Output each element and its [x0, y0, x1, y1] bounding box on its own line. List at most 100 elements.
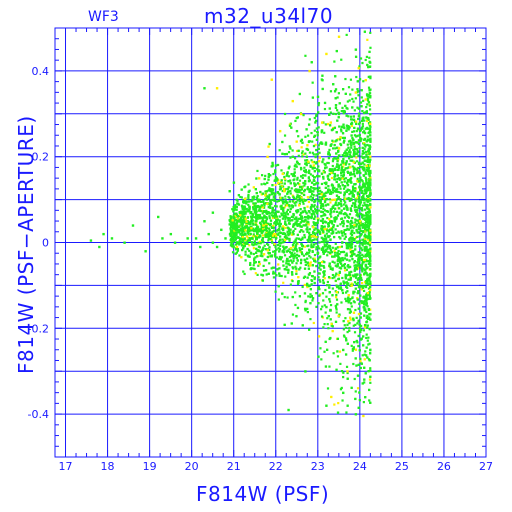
scatter-point — [268, 194, 271, 197]
scatter-point — [261, 212, 264, 215]
scatter-point — [255, 247, 258, 251]
scatter-point — [343, 324, 346, 327]
scatter-point — [243, 220, 246, 223]
scatter-point — [362, 131, 365, 134]
scatter-point — [368, 187, 372, 190]
scatter-point — [350, 204, 354, 207]
scatter-point — [349, 250, 352, 254]
scatter-point — [242, 216, 246, 220]
scatter-point — [366, 248, 370, 252]
scatter-point — [286, 230, 289, 233]
scatter-point — [362, 401, 365, 404]
scatter-point — [358, 284, 361, 287]
scatter-point — [336, 168, 339, 172]
scatter-point — [333, 207, 337, 210]
scatter-point — [344, 291, 348, 294]
scatter-point — [277, 210, 280, 213]
scatter-point — [360, 277, 363, 280]
scatter-point — [286, 226, 289, 229]
scatter-point — [241, 235, 244, 239]
scatter-point — [258, 229, 262, 233]
scatter-point — [335, 311, 338, 314]
scatter-point — [257, 245, 261, 248]
scatter-point — [330, 215, 333, 218]
scatter-point — [357, 258, 360, 262]
scatter-point — [233, 221, 236, 224]
scatter-point — [335, 231, 338, 235]
scatter-point — [318, 156, 321, 159]
scatter-point — [268, 228, 271, 231]
scatter-point — [261, 279, 264, 282]
scatter-point — [350, 246, 353, 249]
scatter-point — [294, 303, 297, 307]
scatter-point — [268, 246, 271, 249]
scatter-point — [323, 107, 327, 111]
scatter-point — [366, 126, 369, 130]
scatter-point — [304, 174, 307, 177]
scatter-point — [241, 224, 244, 228]
scatter-point — [267, 237, 270, 240]
scatter-point — [289, 147, 292, 150]
scatter-point — [259, 242, 262, 245]
scatter-point — [275, 179, 278, 182]
scatter-point — [340, 217, 344, 220]
scatter-point — [353, 259, 357, 263]
scatter-point — [348, 237, 352, 240]
scatter-point — [276, 191, 279, 194]
scatter-point — [274, 213, 277, 216]
scatter-point — [367, 218, 370, 221]
scatter-point — [323, 266, 326, 269]
scatter-point — [364, 236, 368, 239]
scatter-point — [282, 232, 285, 235]
scatter-point — [316, 231, 319, 234]
scatter-point — [369, 96, 372, 99]
scatter-point — [233, 222, 236, 226]
scatter-point — [281, 217, 285, 220]
scatter-point — [353, 340, 356, 344]
scatter-point — [360, 324, 363, 328]
scatter-point — [313, 228, 316, 231]
scatter-point — [234, 228, 237, 232]
scatter-point — [362, 414, 365, 418]
scatter-point — [318, 151, 321, 154]
scatter-point — [265, 217, 268, 221]
scatter-point — [338, 154, 341, 157]
scatter-point — [355, 75, 358, 79]
scatter-point — [238, 243, 241, 246]
scatter-point — [342, 177, 346, 181]
scatter-point — [274, 246, 277, 249]
scatter-point — [280, 212, 283, 215]
scatter-point — [249, 267, 252, 271]
scatter-point — [316, 168, 319, 171]
scatter-point — [322, 265, 325, 268]
scatter-point — [311, 190, 314, 193]
scatter-point — [281, 196, 284, 199]
scatter-point — [304, 309, 307, 312]
scatter-point — [350, 146, 353, 149]
scatter-point — [288, 239, 291, 242]
scatter-point — [253, 204, 256, 207]
scatter-point — [249, 263, 252, 266]
scatter-point — [362, 255, 365, 258]
scatter-point — [296, 178, 299, 181]
scatter-point — [272, 270, 275, 273]
scatter-point — [297, 217, 301, 220]
scatter-point — [349, 275, 352, 278]
scatter-point — [366, 119, 369, 123]
scatter-point — [325, 210, 328, 213]
scatter-point — [291, 253, 294, 257]
scatter-point — [364, 233, 367, 236]
scatter-point — [313, 217, 316, 220]
scatter-point — [247, 228, 250, 231]
scatter-point — [331, 294, 334, 297]
scatter-point — [360, 89, 363, 92]
scatter-point — [289, 259, 293, 262]
scatter-point — [368, 342, 371, 345]
scatter-point — [364, 145, 367, 148]
scatter-point — [285, 259, 288, 263]
scatter-point — [251, 196, 254, 199]
scatter-point — [242, 245, 245, 248]
scatter-point — [285, 152, 288, 156]
scatter-point — [358, 226, 361, 229]
scatter-point — [352, 292, 355, 295]
